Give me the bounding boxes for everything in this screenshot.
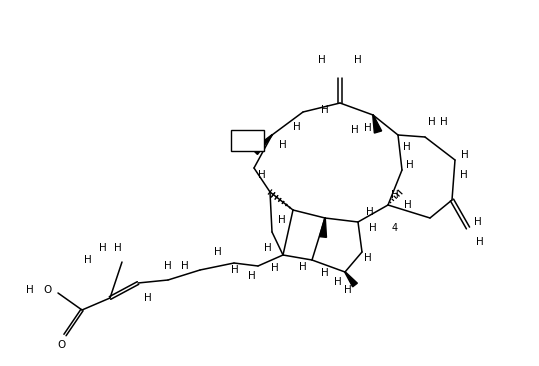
Polygon shape — [372, 115, 382, 133]
Text: H: H — [279, 140, 287, 150]
Text: H: H — [84, 255, 92, 265]
Text: H: H — [474, 217, 482, 227]
Text: H: H — [440, 117, 448, 127]
Text: H: H — [406, 160, 414, 170]
Text: H: H — [293, 122, 301, 132]
Text: H: H — [460, 170, 468, 180]
Text: H: H — [404, 200, 412, 210]
Text: H: H — [364, 123, 372, 133]
Text: H: H — [351, 125, 359, 135]
Text: H: H — [214, 247, 222, 257]
Text: H: H — [461, 150, 469, 160]
Text: H: H — [236, 138, 244, 148]
Text: H: H — [114, 243, 122, 253]
Polygon shape — [253, 135, 272, 154]
Text: H: H — [334, 277, 342, 287]
Text: H: H — [258, 170, 266, 180]
Text: H: H — [476, 237, 484, 247]
Text: H: H — [264, 243, 272, 253]
Text: H: H — [364, 253, 372, 263]
Text: H: H — [344, 285, 352, 295]
Text: H: H — [164, 261, 172, 271]
Polygon shape — [345, 272, 357, 287]
Text: H: H — [144, 293, 152, 303]
Text: H: H — [99, 243, 107, 253]
Text: H: H — [391, 190, 399, 200]
Text: H: H — [366, 207, 374, 217]
Text: Abs: Abs — [239, 135, 255, 145]
Text: H: H — [181, 261, 189, 271]
FancyBboxPatch shape — [231, 130, 264, 150]
Text: H: H — [428, 117, 436, 127]
Text: 4: 4 — [392, 223, 398, 233]
Text: H: H — [354, 55, 362, 65]
Text: H: H — [318, 55, 326, 65]
Text: H: H — [403, 142, 411, 152]
Text: H: H — [278, 215, 286, 225]
Text: H: H — [26, 285, 34, 295]
Text: O: O — [44, 285, 52, 295]
Text: H: H — [369, 223, 377, 233]
Text: H: H — [299, 262, 307, 272]
Text: H: H — [231, 265, 239, 275]
Text: H: H — [271, 263, 279, 273]
Text: H: H — [248, 271, 256, 281]
Polygon shape — [320, 218, 327, 238]
Text: H: H — [321, 268, 329, 278]
Text: O: O — [58, 340, 66, 350]
Text: H: H — [321, 105, 329, 115]
